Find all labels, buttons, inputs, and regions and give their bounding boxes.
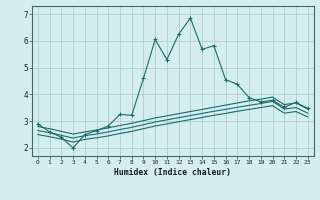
X-axis label: Humidex (Indice chaleur): Humidex (Indice chaleur) xyxy=(114,168,231,177)
